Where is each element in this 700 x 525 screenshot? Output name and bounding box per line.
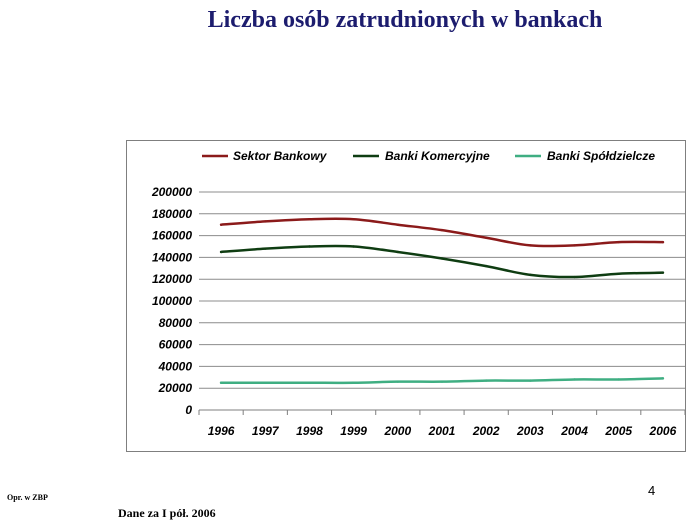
y-tick-label: 100000 — [152, 294, 192, 308]
data-point — [484, 264, 488, 268]
x-tick-label: 1998 — [296, 424, 323, 438]
line-chart: 0 20000 40000 60000 80000 100000 120000 140000 1… — [151, 149, 685, 438]
data-point — [264, 381, 267, 384]
x-tick-label: 2006 — [649, 424, 677, 438]
source-note: Opr. w ZBP — [7, 493, 48, 502]
y-tick-label: 80000 — [159, 316, 193, 330]
y-tick-label: 60000 — [159, 338, 193, 352]
data-point — [396, 380, 400, 383]
data-point — [308, 381, 311, 384]
data-point — [219, 223, 223, 226]
legend-label: Sektor Bankowy — [233, 149, 328, 163]
data-point — [484, 379, 488, 382]
data-point — [440, 257, 444, 260]
data-point — [352, 218, 355, 221]
data-point — [529, 244, 532, 247]
data-point — [529, 273, 532, 277]
legend-label: Banki Komercyjne — [385, 149, 490, 163]
data-point — [264, 220, 267, 223]
data-point — [484, 236, 488, 239]
chart-frame: 0 20000 40000 60000 80000 100000 120000 140000 1… — [126, 140, 686, 452]
data-point — [440, 380, 444, 383]
slide-title: Liczba osób zatrudnionych w bankach — [207, 7, 603, 33]
data-point — [352, 381, 355, 384]
data-point — [352, 245, 355, 248]
data-point — [440, 228, 444, 232]
data-point — [661, 271, 665, 274]
data-point — [573, 275, 576, 279]
data-point — [396, 250, 400, 254]
y-tick-label: 140000 — [152, 250, 192, 264]
data-note: Dane za I pół. 2006 — [118, 506, 216, 520]
x-tick-label: 1997 — [252, 424, 280, 438]
y-tick-label: 20000 — [158, 381, 193, 395]
y-tick-label: 200000 — [151, 185, 192, 199]
y-tick-label: 40000 — [158, 359, 193, 373]
y-tick-label: 0 — [185, 403, 192, 417]
page-number: 4 — [648, 483, 656, 498]
x-tick-label: 2004 — [560, 424, 588, 438]
y-tick-label: 180000 — [152, 207, 192, 221]
y-tick-label: 120000 — [152, 272, 192, 286]
data-point — [661, 240, 665, 244]
x-tick-label: 2002 — [472, 424, 500, 438]
data-point — [661, 377, 665, 380]
data-point — [573, 244, 576, 247]
y-tick-label: 160000 — [152, 229, 192, 243]
data-point — [617, 378, 620, 381]
data-point — [219, 250, 223, 254]
data-point — [573, 378, 576, 381]
data-point — [219, 381, 223, 384]
x-tick-label: 2000 — [383, 424, 411, 438]
x-tick-label: 2001 — [428, 424, 456, 438]
data-point — [617, 240, 620, 244]
data-point — [308, 218, 311, 221]
x-tick-label: 2003 — [516, 424, 544, 438]
data-point — [529, 379, 532, 382]
series-line-1 — [219, 217, 665, 248]
data-point — [264, 247, 267, 250]
x-tick-label: 2005 — [604, 424, 632, 438]
x-tick-label: 1999 — [340, 424, 367, 438]
data-point — [396, 223, 400, 226]
legend-label: Banki Spółdzielcze — [547, 149, 655, 163]
x-tick-label: 1996 — [208, 424, 235, 438]
data-point — [308, 245, 311, 248]
series-line-2 — [219, 244, 665, 279]
data-point — [617, 272, 620, 275]
